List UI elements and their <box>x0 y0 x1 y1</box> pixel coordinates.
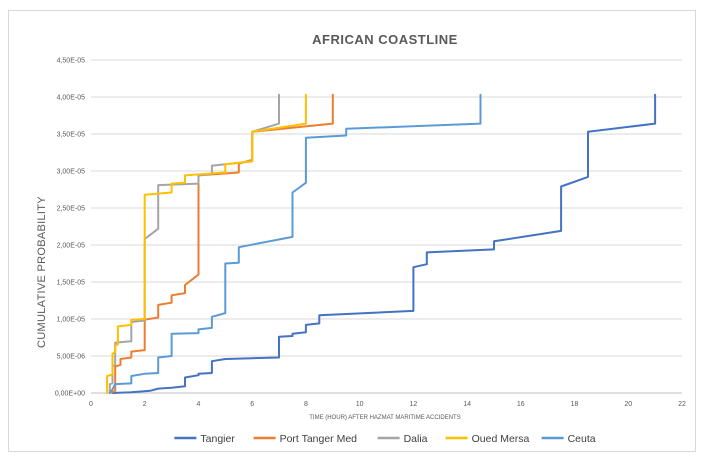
y-tick-label: 1,00E-05 <box>57 317 86 324</box>
legend-item-oued-mersa: Oued Mersa <box>445 433 530 445</box>
y-axis-tick-labels: 0,00E+00 5,00E-06 1,00E-05 1,50E-05 2,00E-05… <box>55 58 85 398</box>
legend-item-dalia: Dalia <box>377 433 428 445</box>
x-tick-label: 18 <box>571 401 579 408</box>
legend: Tangier Port Tanger Med Dalia Oued Mersa Ceu… <box>174 433 596 445</box>
series-line-port-tanger-med <box>108 93 334 394</box>
legend-item-port-tanger-med: Port Tanger Med <box>253 433 358 445</box>
legend-label: Port Tanger Med <box>280 433 358 445</box>
y-tick-label: 5,00E-06 <box>57 354 86 361</box>
x-tick-label: 10 <box>356 401 364 408</box>
y-tick-label: 2,50E-05 <box>57 206 86 213</box>
series-line-oued-mersa <box>106 93 307 394</box>
gridlines <box>91 59 682 357</box>
y-tick-label: 2,00E-05 <box>57 243 86 250</box>
series-line-ceuta <box>108 93 482 394</box>
legend-label: Oued Mersa <box>472 433 530 445</box>
legend-label: Dalia <box>404 433 428 445</box>
x-tick-label: 2 <box>143 401 147 408</box>
y-tick-label: 4,00E-05 <box>57 95 86 102</box>
y-tick-label: 1,50E-05 <box>57 280 86 287</box>
x-tick-label: 22 <box>678 401 686 408</box>
x-tick-label: 14 <box>463 401 471 408</box>
chart-title: AFRICAN COASTLINE <box>312 32 458 47</box>
x-tick-label: 12 <box>409 401 417 408</box>
legend-item-tangier: Tangier <box>174 433 235 445</box>
x-axis-title: TIME (HOUR) AFTER HAZMAT MARITIME ACCIDE… <box>309 415 460 421</box>
x-tick-label: 6 <box>250 401 254 408</box>
x-tick-label: 8 <box>304 401 308 408</box>
x-tick-label: 0 <box>89 401 93 408</box>
x-tick-label: 20 <box>624 401 632 408</box>
chart-frame <box>8 10 696 452</box>
legend-label: Tangier <box>200 433 235 445</box>
series-lines <box>106 93 657 394</box>
legend-item-ceuta: Ceuta <box>541 433 596 445</box>
y-tick-label: 0,00E+00 <box>55 391 85 398</box>
y-tick-label: 3,00E-05 <box>57 169 86 176</box>
series-line-tangier <box>111 93 657 394</box>
y-tick-label: 3,50E-05 <box>57 132 86 139</box>
x-axis-tick-labels: 0 2 4 6 8 10 12 14 16 18 20 22 <box>89 401 686 408</box>
x-tick-label: 4 <box>197 401 201 408</box>
y-tick-label: 4,50E-05 <box>57 58 86 65</box>
legend-label: Ceuta <box>568 433 596 445</box>
y-axis-title: CUMULATIVE PROBABILITY <box>36 196 48 348</box>
x-tick-label: 16 <box>517 401 525 408</box>
